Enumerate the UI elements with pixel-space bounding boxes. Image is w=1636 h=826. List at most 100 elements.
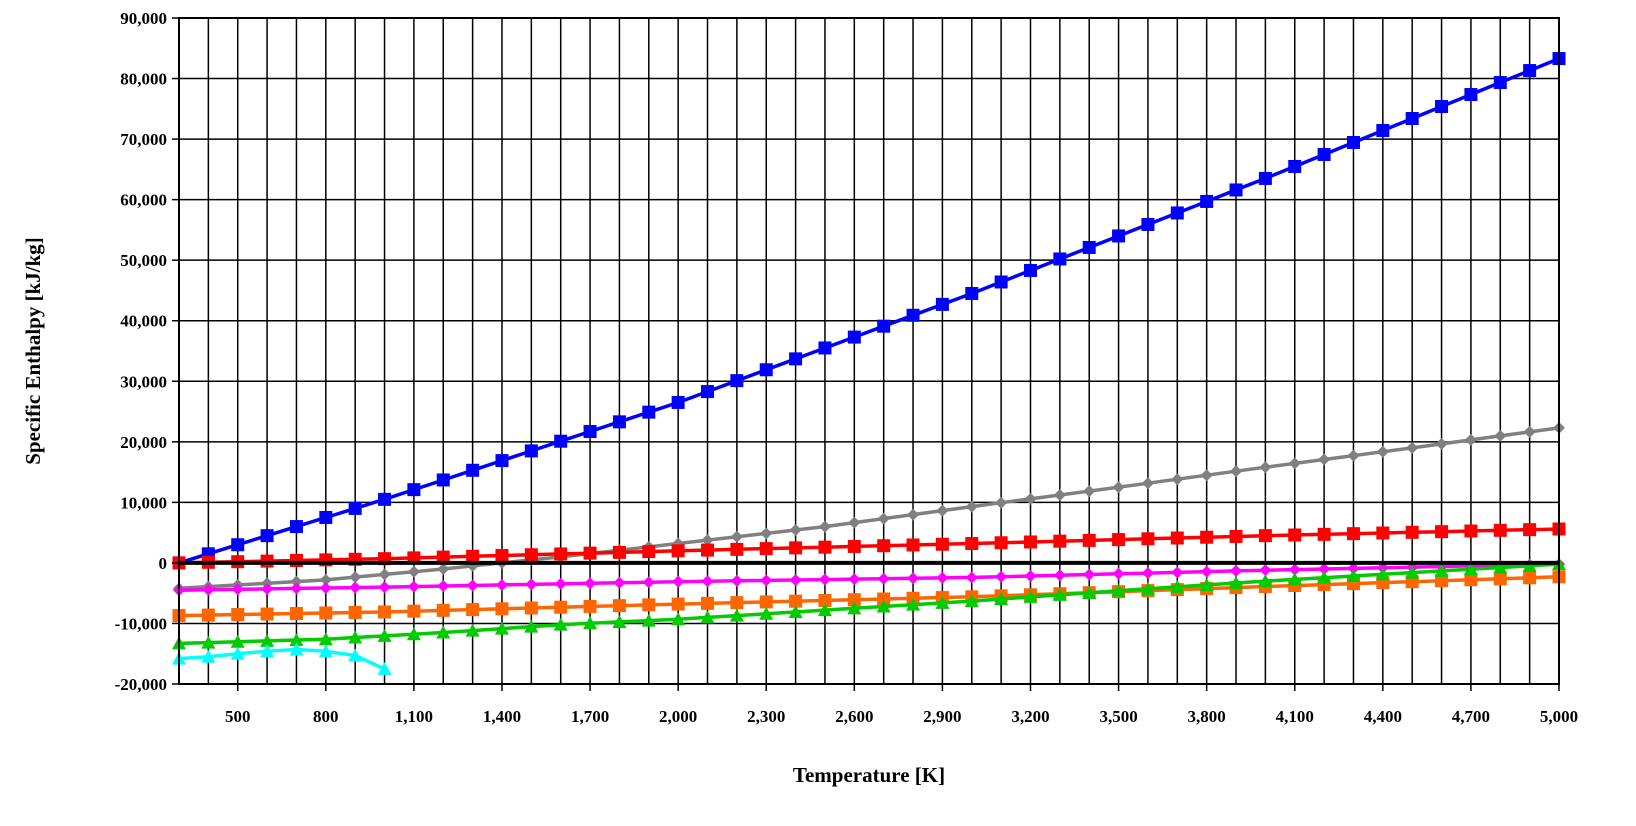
data-point-diamond	[437, 580, 450, 593]
data-point-triangle	[230, 646, 245, 660]
data-point-square	[1493, 572, 1507, 586]
data-point-diamond	[1112, 481, 1125, 494]
data-point-square	[1200, 194, 1214, 208]
data-point-square	[701, 543, 715, 557]
data-point-diamond	[1141, 477, 1154, 490]
data-point-triangle	[1287, 572, 1302, 586]
data-point-square	[730, 542, 744, 556]
data-point-diamond	[349, 581, 362, 594]
y-axis-title: Specific Enthalpy [kJ/kg]	[21, 237, 45, 465]
data-point-square	[583, 425, 597, 439]
data-point-square	[877, 539, 891, 553]
data-point-diamond	[1112, 567, 1125, 580]
data-point-square	[554, 600, 568, 614]
data-point-square	[789, 541, 803, 555]
x-tick-label: 3,500	[1099, 707, 1137, 726]
data-point-square	[847, 539, 861, 553]
data-point-triangle	[201, 635, 216, 649]
data-point-square	[1141, 532, 1155, 546]
data-point-triangle	[348, 648, 363, 662]
data-point-square	[759, 595, 773, 609]
data-point-square	[1288, 159, 1302, 173]
data-point-diamond	[1406, 441, 1419, 454]
data-point-square	[1317, 147, 1331, 161]
data-point-square	[554, 547, 568, 561]
data-point-diamond	[231, 583, 244, 596]
data-point-triangle	[406, 627, 421, 641]
data-point-square	[1200, 530, 1214, 544]
axes: -20,000 -10,000 0 10,000 20,000 30,000 40,000 5…	[115, 9, 1579, 726]
data-point-square	[818, 593, 832, 607]
data-point-square	[1288, 528, 1302, 542]
data-point-diamond	[1230, 564, 1243, 577]
data-point-diamond	[965, 500, 978, 513]
data-point-square	[260, 607, 274, 621]
y-tick-label: 50,000	[120, 251, 167, 270]
data-point-square	[1023, 535, 1037, 549]
data-point-diamond	[1083, 568, 1096, 581]
data-point-square	[789, 594, 803, 608]
data-point-square	[1435, 574, 1449, 588]
data-point-diamond	[261, 582, 274, 595]
data-point-square	[730, 596, 744, 610]
x-tick-label: 4,400	[1364, 707, 1402, 726]
data-point-triangle	[348, 630, 363, 644]
data-point-triangle	[1052, 587, 1067, 601]
data-point-triangle	[1170, 579, 1185, 593]
x-tick-label: 2,600	[835, 707, 873, 726]
y-tick-label: -20,000	[115, 675, 167, 694]
data-point-square	[495, 549, 509, 563]
data-point-triangle	[1111, 583, 1126, 597]
data-point-diamond	[525, 578, 538, 591]
data-point-square	[1464, 524, 1478, 538]
data-point-diamond	[613, 576, 626, 589]
data-point-diamond	[1464, 433, 1477, 446]
data-point-square	[436, 603, 450, 617]
data-point-diamond	[1171, 473, 1184, 486]
data-point-square	[583, 546, 597, 560]
y-tick-label: 70,000	[120, 130, 167, 149]
series-line	[178, 56, 1560, 565]
x-tick-label: 1,700	[571, 707, 609, 726]
data-point-triangle	[935, 595, 950, 609]
data-point-square	[730, 374, 744, 388]
data-point-triangle	[671, 612, 686, 626]
data-point-diamond	[789, 573, 802, 586]
data-point-square	[201, 608, 215, 622]
y-tick-label: 0	[159, 554, 168, 573]
data-point-square	[583, 599, 597, 613]
data-point-square	[1053, 534, 1067, 548]
data-point-square	[1523, 523, 1537, 537]
data-point-triangle	[994, 591, 1009, 605]
data-point-diamond	[1200, 469, 1213, 482]
data-point-triangle	[465, 623, 480, 637]
data-point-triangle	[759, 606, 774, 620]
data-point-square	[701, 596, 715, 610]
data-point-square	[1435, 525, 1449, 539]
data-point-triangle	[553, 617, 568, 631]
x-tick-label: 1,100	[395, 707, 433, 726]
data-point-diamond	[965, 571, 978, 584]
data-point-triangle	[230, 634, 245, 648]
data-point-square	[642, 598, 656, 612]
data-point-triangle	[377, 628, 392, 642]
x-tick-label: 2,000	[659, 707, 697, 726]
data-point-square	[1346, 135, 1360, 149]
data-point-triangle	[1317, 570, 1332, 584]
data-point-square	[319, 606, 333, 620]
x-tick-label: 3,800	[1188, 707, 1226, 726]
data-point-square	[847, 593, 861, 607]
data-point-triangle	[318, 644, 333, 658]
data-point-diamond	[1024, 492, 1037, 505]
y-tick-label: 40,000	[120, 312, 167, 331]
series-1	[173, 421, 1565, 595]
data-point-square	[436, 550, 450, 564]
data-point-diamond	[907, 508, 920, 521]
data-point-square	[231, 538, 245, 552]
data-point-diamond	[730, 530, 743, 543]
data-point-diamond	[701, 575, 714, 588]
data-point-triangle	[1463, 562, 1478, 576]
data-point-square	[965, 537, 979, 551]
data-point-triangle	[700, 610, 715, 624]
x-tick-label: 2,900	[923, 707, 961, 726]
